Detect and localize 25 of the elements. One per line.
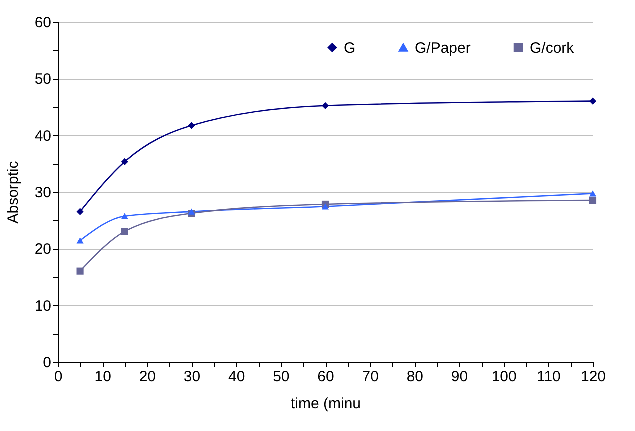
legend-label: G/cork xyxy=(530,40,575,57)
y-axis-title: Absorptic xyxy=(4,160,22,224)
y-tick-label: 50 xyxy=(34,71,52,88)
x-tick-label: 110 xyxy=(536,368,561,386)
legend-label: G xyxy=(344,40,356,57)
x-tick-label: 10 xyxy=(94,368,112,386)
y-tick-label: 20 xyxy=(34,241,52,258)
x-tick-label: 70 xyxy=(362,368,379,386)
y-tick-label: 30 xyxy=(34,184,52,202)
y-tick-label: 10 xyxy=(34,298,52,315)
x-tick-label: 50 xyxy=(273,368,290,386)
x-tick-label: 60 xyxy=(318,368,334,386)
x-tick-label: 120 xyxy=(580,368,606,386)
legend-label: G/Paper xyxy=(415,40,471,57)
y-tick-label: 60 xyxy=(34,14,52,32)
x-tick-label: 40 xyxy=(228,368,246,386)
x-tick-label: 30 xyxy=(184,368,201,386)
x-tick-label: 20 xyxy=(139,368,156,386)
x-tick-label: 90 xyxy=(451,368,468,386)
x-tick-label: 100 xyxy=(492,368,517,386)
x-tick-label: 0 xyxy=(54,368,63,386)
x-axis-title: time (minu xyxy=(290,396,362,412)
y-tick-label: 0 xyxy=(43,354,52,372)
x-tick-label: 80 xyxy=(406,368,424,386)
y-tick-label: 40 xyxy=(34,128,52,145)
